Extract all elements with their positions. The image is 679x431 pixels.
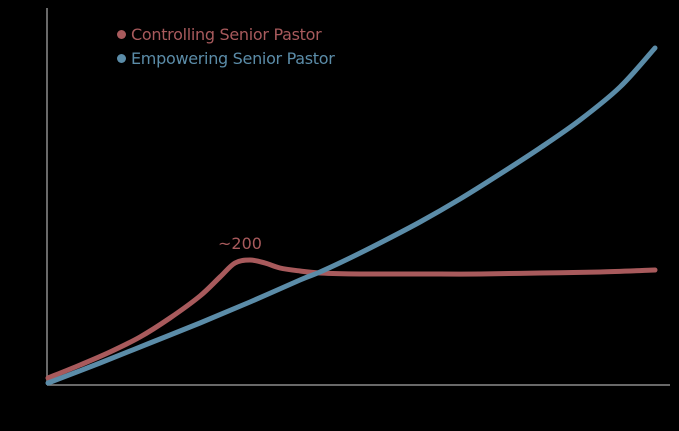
- legend-label: Controlling Senior Pastor: [131, 24, 322, 44]
- chart-legend: Controlling Senior Pastor Empowering Sen…: [117, 22, 335, 70]
- legend-item-controlling: Controlling Senior Pastor: [117, 22, 335, 46]
- legend-dot-icon: [117, 29, 126, 39]
- legend-dot-icon: [117, 53, 126, 63]
- legend-item-empowering: Empowering Senior Pastor: [117, 46, 335, 70]
- controlling-pastor-line: [45, 257, 658, 381]
- peak-annotation: ~200: [218, 234, 262, 253]
- empowering-pastor-line: [45, 45, 658, 386]
- legend-label: Empowering Senior Pastor: [131, 48, 335, 68]
